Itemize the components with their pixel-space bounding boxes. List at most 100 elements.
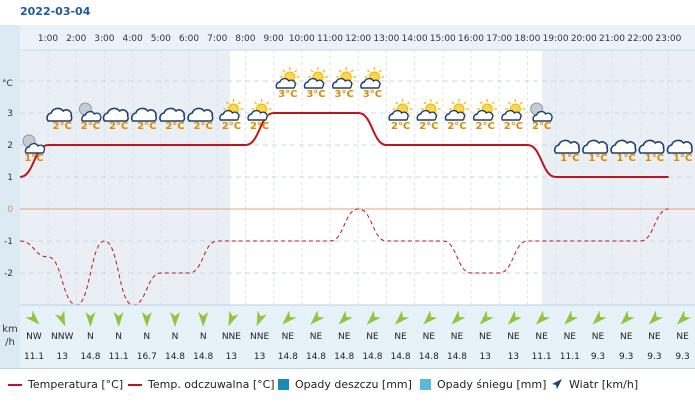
legend-temperature[interactable]: Temperatura [°C]	[8, 378, 123, 391]
wind-arrow-icon	[552, 379, 562, 389]
temperature-label: 3°C	[335, 89, 354, 100]
sun-ray	[237, 101, 241, 105]
temperature-label: 1°C	[560, 153, 579, 164]
wind-arrow-icon	[310, 310, 325, 325]
temperature-label: 2°C	[504, 121, 523, 132]
hour-label: 9:00	[263, 34, 283, 44]
sun-ray	[322, 69, 326, 73]
legend-snow[interactable]: Opady śniegu [mm]	[420, 378, 546, 391]
wind-speed-label: 14.8	[447, 352, 467, 362]
hour-label: 20:00	[571, 34, 597, 44]
wind-speed-label: 11.1	[24, 352, 44, 362]
wind-arrow-shape	[85, 312, 96, 327]
wind-speed-label: 9.3	[619, 352, 633, 362]
wind-direction-label: N	[200, 332, 207, 342]
cloud-moon-icon-2	[78, 102, 102, 122]
cloud-moon-icon-18	[530, 102, 553, 122]
wind-arrow-shape	[479, 310, 494, 325]
wind-arrow-shape	[25, 310, 40, 325]
wind-arrow-icon	[113, 312, 124, 327]
wind-speed-label: 13	[254, 352, 265, 362]
sun-ray	[350, 69, 354, 73]
wind-arrow-icon	[282, 310, 297, 325]
axis-band	[0, 25, 20, 368]
temperature-label: 2°C	[222, 121, 241, 132]
wind-direction-label: NE	[676, 332, 689, 342]
temperature-label: 1°C	[673, 153, 692, 164]
y-tick-label: -1	[4, 237, 13, 247]
wind-arrow-icon	[394, 310, 410, 325]
cloud-shape	[416, 109, 437, 121]
wind-direction-label: N	[115, 332, 122, 342]
wind-direction-label: NE	[507, 332, 520, 342]
temperature-label: 2°C	[53, 121, 72, 132]
y-unit-label: °C	[2, 79, 13, 89]
wind-speed-label: 9.3	[675, 352, 689, 362]
wind-unit-label: km	[2, 324, 18, 335]
wind-speed-label: 14.8	[165, 352, 185, 362]
wind-direction-label: NE	[394, 332, 407, 342]
hour-label: 14:00	[402, 34, 428, 44]
legend-feels-like[interactable]: Temp. odczuwalna [°C]	[128, 378, 275, 391]
hour-label: 4:00	[122, 34, 142, 44]
cloud-shape	[501, 109, 522, 121]
feels-like-line	[19, 208, 669, 306]
wind-direction-label: NE	[620, 332, 633, 342]
cloud-icon-19	[553, 139, 581, 154]
temperature-line	[19, 111, 669, 179]
temperature-label: 2°C	[476, 121, 495, 132]
wind-speed-label: 16.7	[137, 352, 157, 362]
weather-chart: °C 3 2 1 0 -1 -2 1:00 2:00 3:00 4:00 5:00 6:00 7:00 8:…	[0, 25, 695, 368]
cloud-shape	[666, 139, 693, 154]
wind-arrow-icon	[228, 310, 239, 327]
wind-direction-label: NE	[423, 332, 436, 342]
wind-arrow-shape	[366, 310, 381, 325]
legend-rain[interactable]: Opady deszczu [mm]	[278, 378, 412, 391]
cloud-shape	[130, 107, 158, 122]
cloud-shape	[638, 139, 665, 154]
wind-speed-label: 14.8	[306, 352, 326, 362]
hour-label: 3:00	[94, 34, 114, 44]
sun-ray	[519, 101, 523, 105]
partly-sunny-icon-16	[472, 99, 498, 121]
wind-arrow-shape	[620, 310, 635, 325]
wind-direction-label: NE	[282, 332, 295, 342]
wind-speed-label: 14.8	[334, 352, 354, 362]
cloud-icon-20	[582, 139, 609, 154]
wind-arrow-icon	[479, 310, 494, 325]
wind-arrow-shape	[394, 310, 410, 325]
cloud-shape	[444, 109, 466, 121]
legend-wind[interactable]: Wiatr [km/h]	[551, 378, 638, 391]
wind-speed-label: 11.1	[560, 352, 580, 362]
temperature-label: 2°C	[81, 121, 100, 132]
wind-speed-label: 9.3	[647, 352, 661, 362]
y-tick-label: -2	[4, 269, 13, 279]
date-title: 2022-03-04	[20, 5, 91, 18]
wind-arrow-icon	[338, 310, 353, 325]
wind-arrow-shape	[54, 310, 66, 327]
sun-ray	[491, 101, 495, 105]
cloud-shape	[472, 109, 494, 121]
wind-arrow-icon	[535, 310, 551, 325]
wind-arrow-shape	[113, 312, 124, 327]
temperature-label: 2°C	[194, 121, 213, 132]
hour-label: 21:00	[599, 34, 625, 44]
wind-direction-label: NE	[338, 332, 351, 342]
wind-direction-label: NE	[310, 332, 323, 342]
cloud-shape	[159, 107, 186, 122]
hour-label: 11:00	[317, 34, 343, 44]
wind-arrow-shape	[170, 312, 180, 327]
wind-arrow-icon	[256, 310, 267, 327]
hour-label: 12:00	[345, 34, 371, 44]
temperature-label: 1°C	[588, 153, 607, 164]
wind-arrow-shape	[451, 310, 466, 325]
cloud-shape	[102, 107, 129, 122]
wind-arrow-shape	[592, 310, 607, 325]
temperature-label: 2°C	[109, 121, 128, 132]
wind-direction-label: NNE	[250, 332, 269, 342]
sun-ray	[507, 101, 511, 105]
hour-label: 13:00	[373, 34, 399, 44]
cloud-shape	[219, 109, 240, 121]
temperature-label: 3°C	[278, 89, 297, 100]
wind-arrow-shape	[676, 310, 692, 325]
